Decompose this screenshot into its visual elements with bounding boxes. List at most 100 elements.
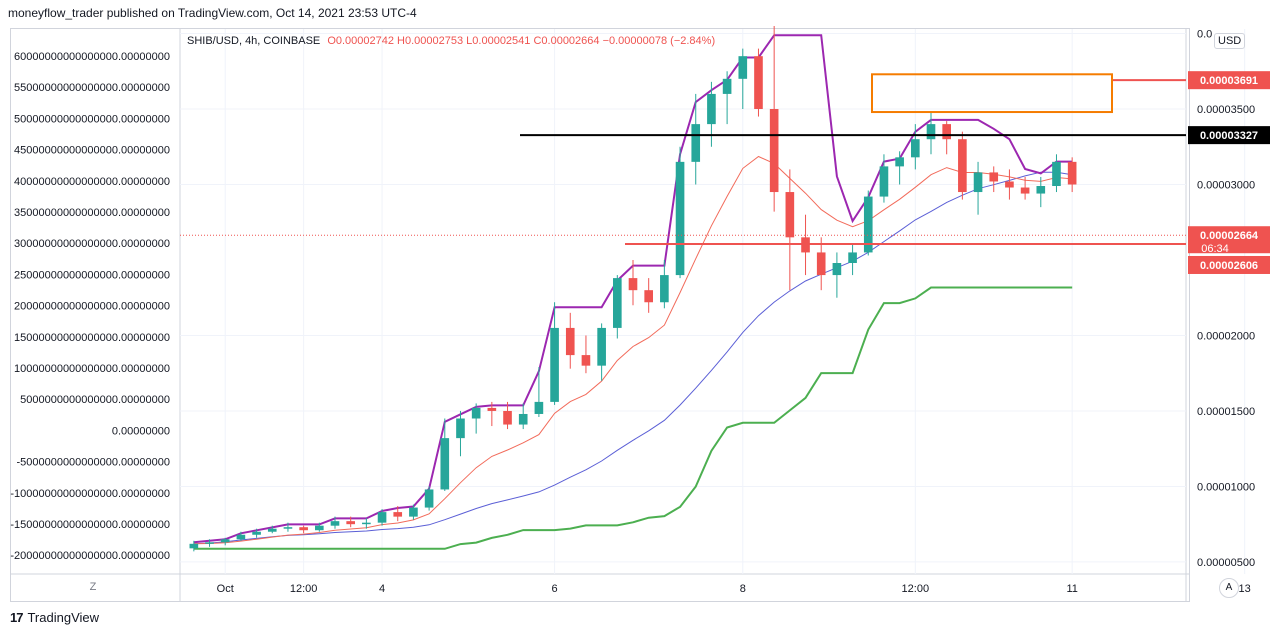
candle: [644, 278, 653, 313]
candle-body: [205, 542, 214, 544]
candle: [236, 531, 246, 541]
right-tick-label: 0.00002000: [1197, 330, 1255, 342]
candle: [518, 403, 528, 430]
candle: [189, 540, 199, 552]
candle-body: [220, 539, 230, 543]
left-tick-label: 20000000000000000.00000000: [14, 301, 170, 313]
candle-body: [816, 252, 826, 276]
left-tick-label: 15000000000000000.00000000: [14, 332, 170, 344]
candle: [942, 121, 951, 155]
candle: [393, 506, 403, 522]
candle: [362, 518, 371, 529]
footer[interactable]: 17 TradingView: [10, 610, 99, 625]
candle: [565, 312, 575, 369]
right-axis: 0.00000500 0.00001000 0.00001500 0.00002000…: [1197, 29, 1255, 569]
candle: [722, 71, 732, 125]
candle: [456, 410, 465, 457]
candle-body: [424, 489, 434, 508]
candle: [377, 509, 387, 526]
candle: [534, 367, 544, 417]
candle-body: [471, 407, 481, 419]
candle: [315, 522, 324, 532]
candle-body: [565, 327, 575, 356]
timezone-button[interactable]: Z: [89, 581, 97, 593]
candle: [1052, 154, 1061, 193]
left-tick-label: -10000000000000000.00000000: [10, 488, 170, 500]
candle: [628, 259, 638, 306]
candle-body: [1005, 181, 1014, 188]
x-tick-label: Oct: [217, 583, 234, 595]
ohlc-values: O0.00002742 H0.00002753 L0.00002541 C0.0…: [327, 35, 716, 47]
candle: [863, 190, 873, 256]
candle: [283, 522, 293, 532]
candle: [675, 146, 685, 279]
candle-body: [299, 527, 308, 531]
right-tick-label: 0.00000500: [1197, 557, 1255, 569]
x-tick-label: 13: [1239, 583, 1251, 595]
left-tick-label: 55000000000000000.00000000: [14, 82, 170, 94]
candle: [613, 275, 622, 339]
candle: [895, 151, 904, 185]
left-tick-label: -15000000000000000.00000000: [10, 519, 170, 531]
left-tick-label: 10000000000000000.00000000: [14, 363, 170, 375]
candle-body: [911, 139, 920, 158]
currency-button[interactable]: USD: [1214, 33, 1246, 49]
left-tick-label: 0.00000000: [112, 425, 170, 437]
right-tick-label: 0.00001500: [1197, 406, 1255, 418]
candle: [424, 486, 434, 511]
price-tag-bg: [1188, 255, 1270, 274]
candle: [330, 516, 340, 529]
countdown-text: 06:34: [1201, 243, 1229, 255]
candle-body: [236, 534, 246, 540]
candles: [189, 25, 1077, 552]
grid-lines: [10, 29, 1246, 602]
candle: [958, 131, 967, 200]
candle-body: [440, 438, 450, 490]
candle-body: [518, 413, 528, 425]
candle-body: [581, 355, 591, 366]
candle-body: [613, 278, 622, 328]
x-tick-label: 8: [740, 583, 746, 595]
candle-body: [785, 192, 795, 238]
candle: [267, 525, 277, 534]
candle-body: [503, 410, 512, 425]
candle-body: [660, 275, 669, 303]
price-tag-bg: [1188, 71, 1270, 90]
symbol-title: SHIB/USD, 4h, COINBASE: [187, 35, 321, 47]
candle: [832, 252, 842, 298]
candle-body: [973, 172, 983, 193]
candle-body: [189, 543, 199, 549]
candle-body: [722, 78, 732, 94]
right-tick-label: 0.00001000: [1197, 481, 1255, 493]
price-tag-resistance-red: 0.00003691: [1188, 71, 1270, 90]
left-tick-label: 30000000000000000.00000000: [14, 238, 170, 250]
candle: [346, 516, 355, 528]
candle-body: [769, 109, 779, 193]
candle: [409, 504, 418, 520]
candle: [252, 528, 261, 538]
price-tag-resistance-black: 0.00003327: [1188, 126, 1270, 145]
candle-body: [738, 56, 748, 79]
auto-scale-button[interactable]: A: [1219, 578, 1239, 598]
left-tick-label: -20000000000000000.00000000: [10, 550, 170, 562]
candle-body: [283, 527, 293, 529]
tradingview-logo-icon: 17: [10, 610, 24, 625]
candle: [1036, 176, 1046, 208]
candle: [299, 525, 308, 534]
candle: [879, 154, 889, 203]
candle: [1020, 176, 1030, 200]
candle-body: [958, 139, 967, 193]
candle-body: [362, 522, 371, 525]
price-tag-text: 0.00002606: [1200, 260, 1258, 272]
candle: [597, 323, 606, 381]
left-tick-label: 5000000000000000.00000000: [20, 394, 170, 406]
chart-frame: [10, 28, 1190, 602]
publish-info: moneyflow_trader published on TradingVie…: [8, 6, 417, 20]
left-tick-label: 50000000000000000.00000000: [14, 113, 170, 125]
ma-blue-line: [193, 171, 1073, 545]
candle: [1067, 157, 1077, 193]
candle: [220, 537, 230, 546]
